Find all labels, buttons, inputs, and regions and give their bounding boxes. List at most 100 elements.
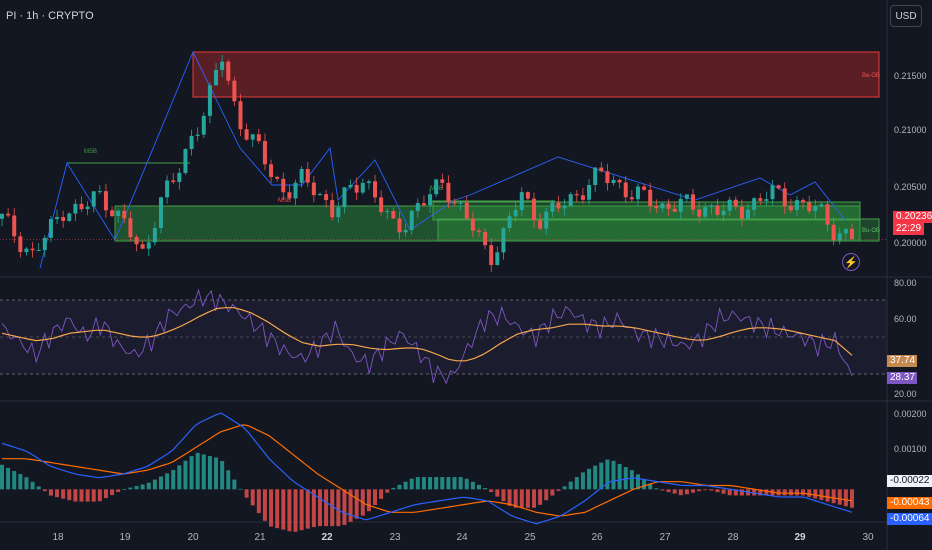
lightning-icon[interactable]: ⚡ — [842, 253, 860, 271]
macd-histogram-bar — [434, 477, 439, 490]
candle-body — [366, 181, 371, 183]
candle-body — [250, 134, 255, 140]
candle-body — [587, 184, 592, 200]
candle-body — [103, 191, 108, 211]
candle-body — [648, 189, 653, 206]
candle-body — [385, 211, 390, 213]
candle-body — [373, 181, 378, 198]
candle-body — [574, 194, 579, 196]
candle-body — [110, 210, 115, 217]
candle-body — [703, 207, 708, 217]
candle-body — [275, 176, 280, 179]
candle-body — [727, 199, 732, 211]
candle-body — [336, 207, 341, 218]
macd-histogram-bar — [67, 489, 72, 501]
candle-body — [495, 252, 500, 266]
macd-histogram-bar — [580, 472, 585, 490]
macd-histogram-bar — [24, 477, 29, 490]
candle-body — [837, 233, 842, 241]
candle-body — [165, 180, 170, 198]
rsi-line — [1, 288, 853, 385]
macd-histogram-bar — [476, 484, 481, 490]
macd-tick: 0.00100 — [894, 444, 927, 454]
candle-body — [207, 85, 212, 116]
macd-histogram-bar — [813, 489, 818, 499]
bull-order-block-lower[interactable] — [437, 218, 880, 242]
macd-histogram-bar — [293, 489, 298, 532]
macd-histogram-bar — [330, 489, 335, 527]
macd-signal-label: -0.00022 — [887, 475, 932, 487]
macd-histogram-bar — [532, 489, 537, 508]
candle-body — [324, 194, 329, 201]
candle-body — [256, 134, 261, 142]
bear-order-block[interactable] — [192, 51, 880, 98]
currency-button[interactable]: USD — [890, 5, 922, 27]
macd-histogram-bar — [807, 489, 812, 497]
macd-histogram-bar — [269, 489, 274, 527]
bull-order-block[interactable] — [114, 205, 861, 242]
time-tick: 18 — [52, 532, 64, 543]
rsi-value-label: 28.37 — [887, 372, 917, 384]
candle-body — [311, 182, 316, 196]
macd-histogram-bar — [764, 489, 769, 496]
candle-body — [36, 250, 41, 252]
candle-body — [67, 213, 72, 221]
macd-histogram-bar — [226, 470, 231, 490]
candle-body — [97, 191, 102, 193]
price-tick: 0.20000 — [894, 238, 927, 248]
candle-body — [483, 231, 488, 246]
candle-body — [764, 199, 769, 201]
candle-body — [568, 194, 573, 206]
candle-body — [434, 179, 439, 195]
macd-histogram-bar — [672, 489, 677, 494]
candle-body — [507, 216, 512, 229]
candle-body — [397, 218, 402, 233]
macd-histogram-bar — [18, 474, 23, 490]
macd-histogram-bar — [440, 477, 445, 490]
candle-body — [709, 205, 714, 208]
candle-body — [201, 115, 206, 135]
macd-tick: 0.00200 — [894, 409, 927, 419]
macd-histogram-bar — [97, 489, 102, 502]
candle-body — [770, 185, 775, 200]
candle-body — [452, 202, 457, 204]
candle-body — [330, 200, 335, 218]
candle-body — [116, 210, 121, 217]
macd-indicator — [0, 412, 854, 532]
candle-body — [299, 169, 304, 183]
macd-histogram-bar — [464, 478, 469, 490]
bull-ob-label: Bu-OB — [862, 228, 880, 234]
msb-label: MSB — [84, 149, 97, 155]
macd-histogram-bar — [42, 489, 47, 492]
macd-histogram-bar — [403, 481, 408, 490]
candle-body — [379, 197, 384, 213]
candle-body — [715, 205, 720, 216]
macd-histogram-bar — [250, 489, 255, 506]
candle-body — [30, 248, 35, 251]
macd-histogram-bar — [91, 489, 96, 502]
macd-histogram-bar — [850, 489, 854, 508]
macd-histogram-bar — [214, 457, 219, 490]
macd-histogram-bar — [262, 489, 267, 521]
macd-histogram-bar — [635, 474, 640, 490]
macd-histogram-bar — [79, 489, 84, 502]
macd-histogram-bar — [158, 476, 163, 490]
macd-histogram-bar — [538, 489, 543, 505]
macd-histogram-bar — [550, 489, 555, 496]
candle-body — [850, 228, 854, 240]
symbol-title[interactable]: PI · 1h · CRYPTO — [6, 10, 94, 22]
time-tick: 27 — [659, 532, 671, 543]
candle-body — [843, 228, 848, 234]
candle-body — [244, 129, 249, 140]
macd-histogram-bar — [183, 460, 188, 490]
candle-body — [293, 182, 298, 199]
macd-histogram-bar — [825, 489, 830, 502]
candle-body — [446, 182, 451, 203]
macd-histogram-bar — [666, 489, 671, 493]
candle-body — [733, 199, 738, 207]
macd-histogram-bar — [171, 470, 176, 490]
candle-body — [177, 172, 182, 182]
candle-body — [758, 198, 763, 201]
macd-histogram-bar — [103, 489, 108, 499]
